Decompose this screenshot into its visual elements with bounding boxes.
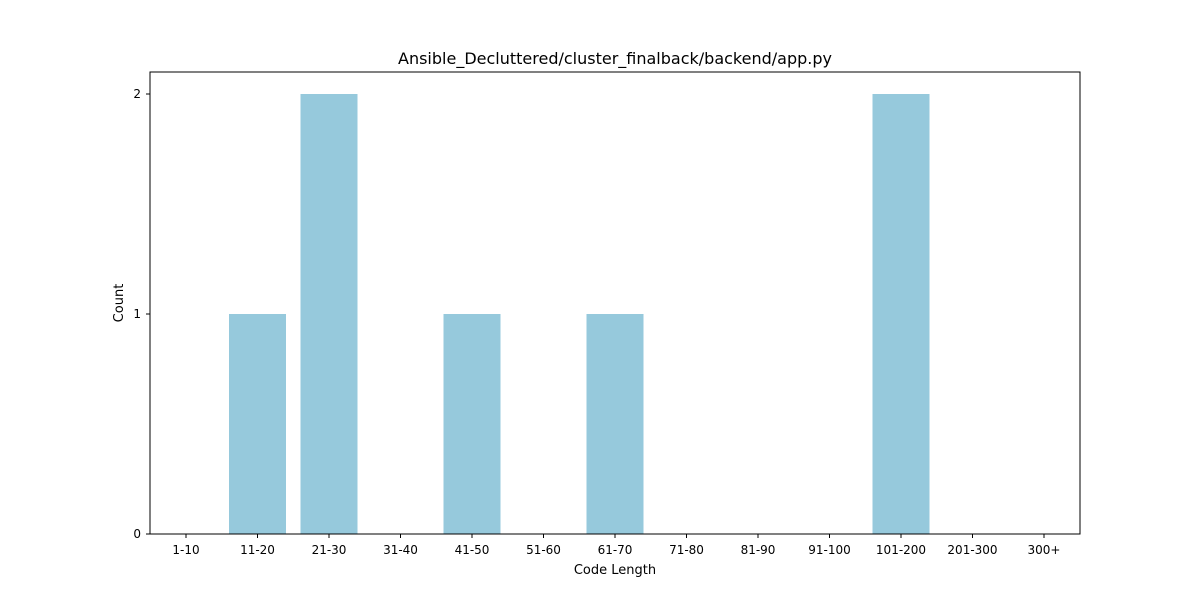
bar-11-20 [229, 314, 286, 534]
bar-41-50 [443, 314, 501, 534]
x-tick-label: 101-200 [876, 543, 926, 557]
x-tick-label: 11-20 [240, 543, 275, 557]
x-axis-label: Code Length [574, 563, 656, 578]
x-tick-label: 41-50 [455, 543, 490, 557]
x-tick-label: 300+ [1028, 543, 1061, 557]
bar-101-200 [872, 94, 930, 534]
x-tick-label: 81-90 [741, 543, 776, 557]
x-tick-label: 61-70 [598, 543, 633, 557]
x-tick-label: 51-60 [526, 543, 561, 557]
y-axis-ticks: 0 1 2 [133, 87, 150, 541]
x-tick-label: 201-300 [947, 543, 997, 557]
x-tick-label: 21-30 [312, 543, 347, 557]
y-axis-label: Count [112, 284, 127, 323]
bar-61-70 [586, 314, 644, 534]
plot-frame [149, 71, 1081, 535]
y-tick-label: 2 [133, 87, 141, 101]
bar-21-30 [300, 94, 358, 534]
bars-group [229, 94, 930, 534]
x-tick-label: 1-10 [172, 543, 199, 557]
x-tick-label: 91-100 [808, 543, 851, 557]
x-tick-label: 31-40 [383, 543, 418, 557]
x-axis-ticks: 1-10 11-20 21-30 31-40 41-50 51-60 61-70 71-80 8… [172, 534, 1060, 557]
chart-title: Ansible_Decluttered/cluster_finalback/ba… [398, 49, 832, 69]
y-tick-label: 0 [133, 527, 141, 541]
y-tick-label: 1 [133, 307, 141, 321]
x-tick-label: 71-80 [669, 543, 704, 557]
